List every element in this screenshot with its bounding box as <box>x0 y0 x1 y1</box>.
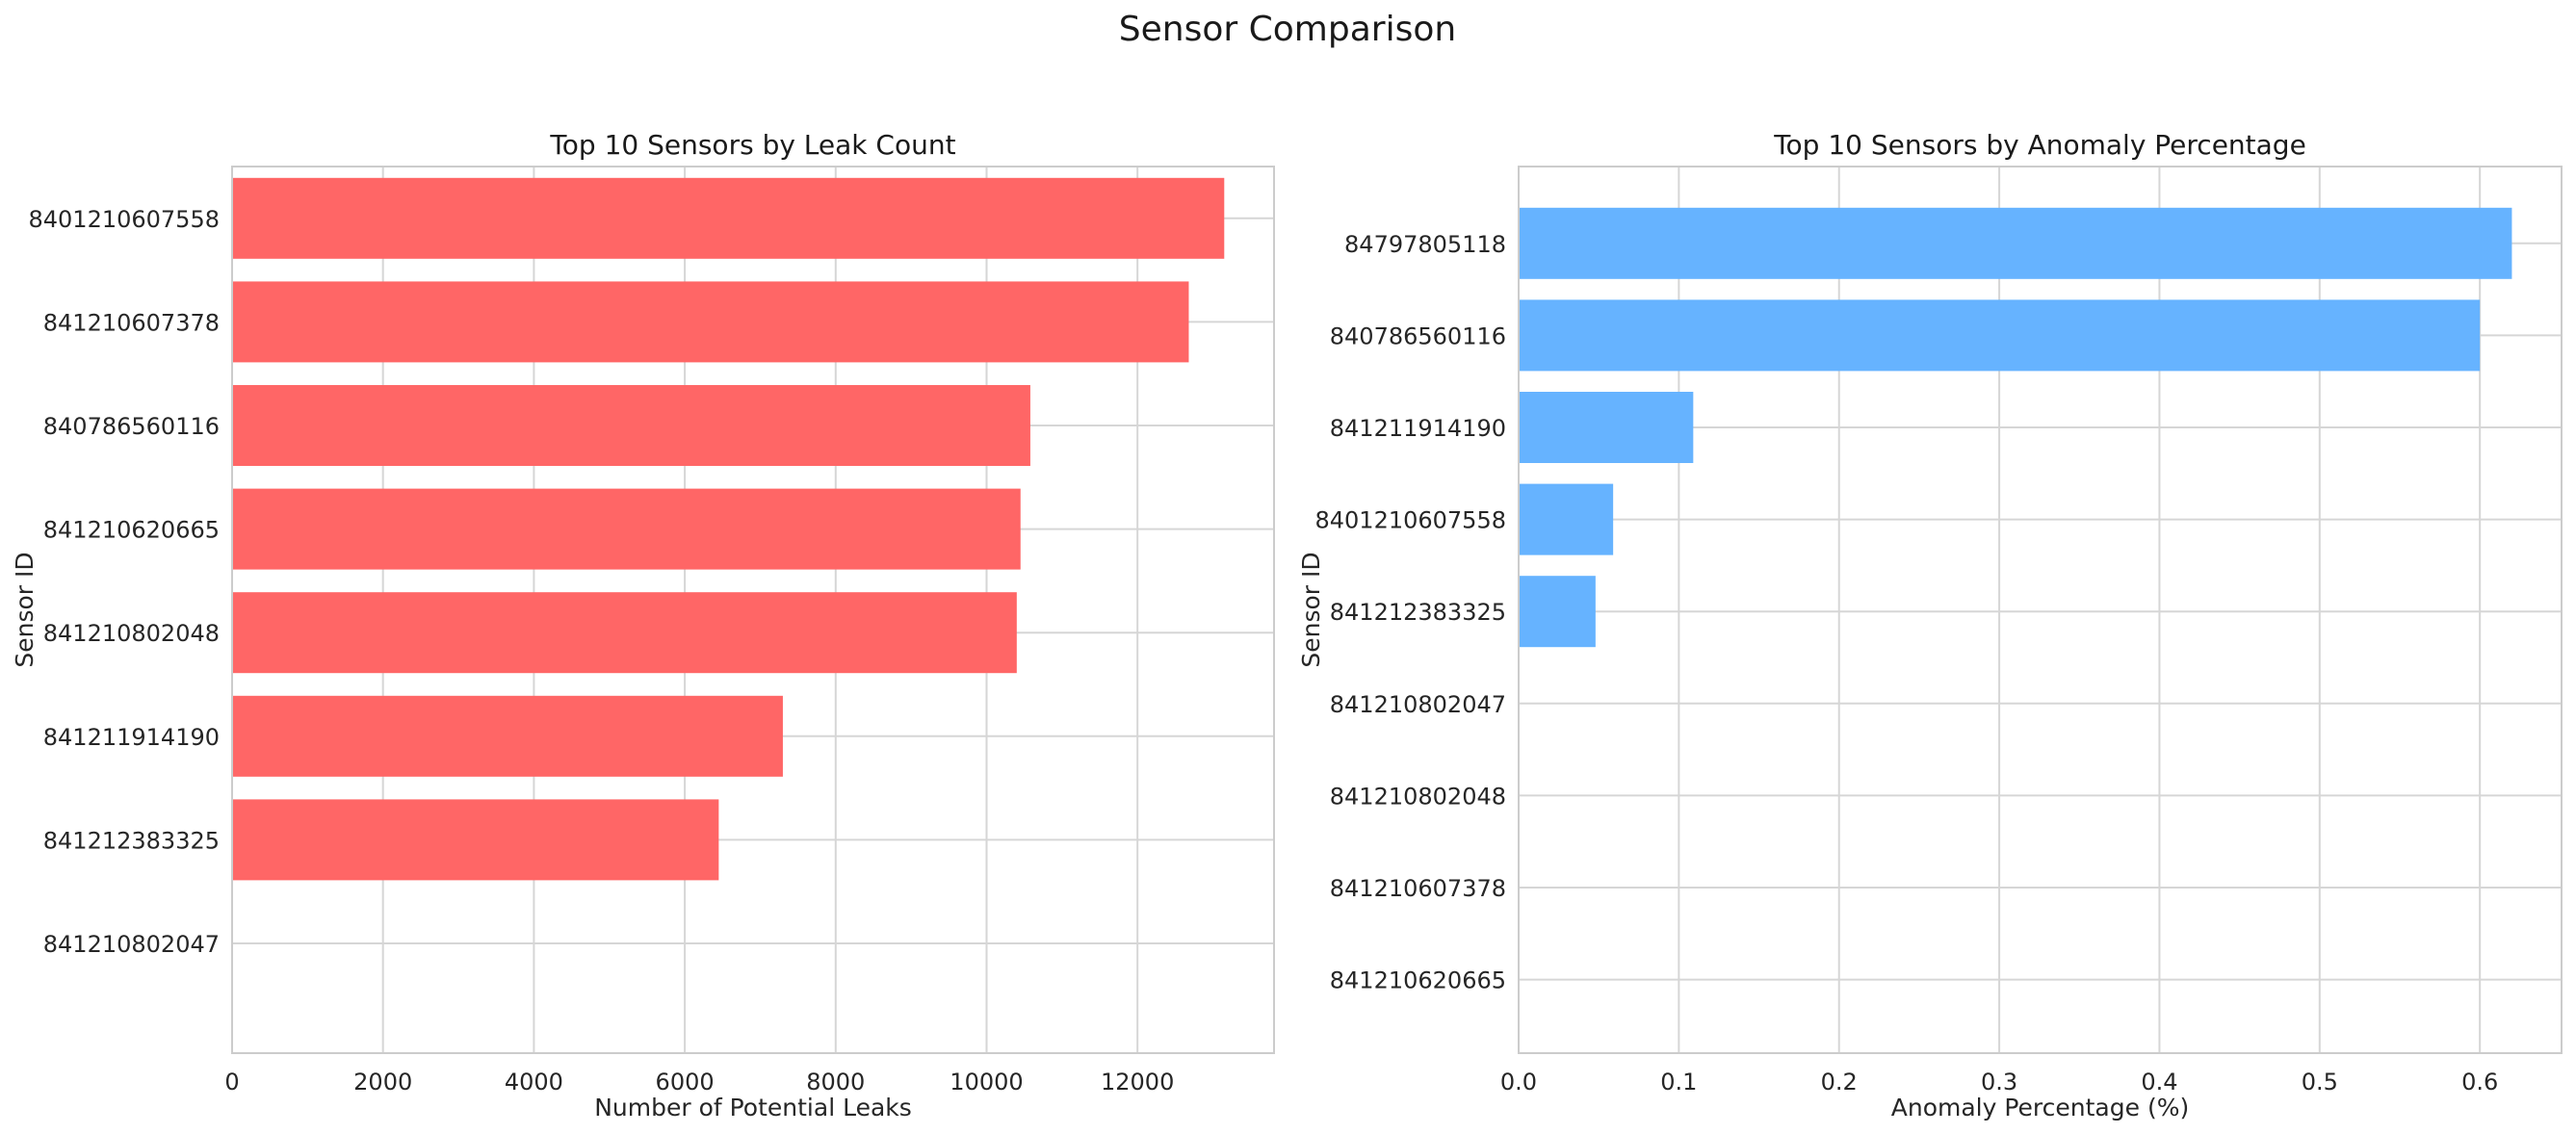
chart-panel-2: 84797805118 840786560116 841211914190 84012… <box>1297 129 2563 1121</box>
y-tick-label: 841212383325 <box>1330 599 1506 626</box>
y-tick-label: 8401210607558 <box>28 206 220 233</box>
x-tick-label: 2000 <box>353 1069 412 1095</box>
x-tick-label: 0.1 <box>1660 1069 1697 1095</box>
x-tick-label: 12000 <box>1101 1069 1174 1095</box>
y-axis-label: Sensor ID <box>11 552 39 667</box>
x-axis-label: Number of Potential Leaks <box>594 1094 912 1121</box>
plot-frame <box>1518 166 2563 1054</box>
bar-841211914190 <box>1519 392 1694 463</box>
plot-frame <box>231 166 1275 1054</box>
figure-title: Sensor Comparison <box>1119 10 1456 49</box>
x-tick-label: 0 <box>224 1069 239 1095</box>
y-tick-label: 840786560116 <box>43 413 220 440</box>
y-tick-label: 841210620665 <box>1330 967 1506 994</box>
y-tick-label: 841211914190 <box>43 724 220 751</box>
y-axis-label: Sensor ID <box>1297 552 1325 667</box>
panel-title: Top 10 Sensors by Leak Count <box>549 129 955 161</box>
x-tick-label: 6000 <box>656 1069 715 1095</box>
y-tick-label: 8401210607558 <box>1314 507 1506 534</box>
y-tick-label: 841210620665 <box>43 517 220 544</box>
bar-84797805118 <box>1519 207 2512 279</box>
bar-841212383325 <box>1519 576 1596 648</box>
y-tick-label: 840786560116 <box>1330 322 1506 349</box>
bar-841211914190 <box>232 695 783 777</box>
x-tick-label: 0.5 <box>2302 1069 2338 1095</box>
panel-title: Top 10 Sensors by Anomaly Percentage <box>1773 129 2306 161</box>
bar-841212383325 <box>232 799 719 881</box>
bar-841210607378 <box>232 281 1189 363</box>
bar-841210620665 <box>232 488 1021 570</box>
y-tick-label: 841210802047 <box>1330 691 1506 718</box>
x-tick-label: 0.4 <box>2141 1069 2177 1095</box>
y-tick-label: 841210802047 <box>43 931 220 958</box>
x-tick-label: 0.2 <box>1821 1069 1858 1095</box>
y-tick-label: 84797805118 <box>1344 231 1506 258</box>
y-tick-label: 841210607378 <box>43 309 220 336</box>
y-tick-label: 841212383325 <box>43 827 220 854</box>
y-tick-label: 841210607378 <box>1330 875 1506 902</box>
x-axis-label: Anomaly Percentage (%) <box>1891 1094 2189 1121</box>
bar-8401210607558 <box>232 177 1225 259</box>
y-tick-label: 841211914190 <box>1330 415 1506 442</box>
bar-8401210607558 <box>1519 483 1614 555</box>
x-tick-label: 0.3 <box>1981 1069 2017 1095</box>
bar-840786560116 <box>1519 299 2481 372</box>
x-tick-label: 0.6 <box>2461 1069 2498 1095</box>
bar-841210802048 <box>232 592 1017 674</box>
chart-panel-1: 8401210607558 841210607378 840786560116 841… <box>11 129 1275 1121</box>
x-tick-label: 10000 <box>950 1069 1023 1095</box>
y-tick-label: 841210802048 <box>1330 783 1506 810</box>
y-tick-label: 841210802048 <box>43 620 220 647</box>
x-tick-label: 4000 <box>505 1069 563 1095</box>
x-tick-label: 0.0 <box>1500 1069 1537 1095</box>
bar-840786560116 <box>232 385 1030 466</box>
x-tick-label: 8000 <box>806 1069 865 1095</box>
